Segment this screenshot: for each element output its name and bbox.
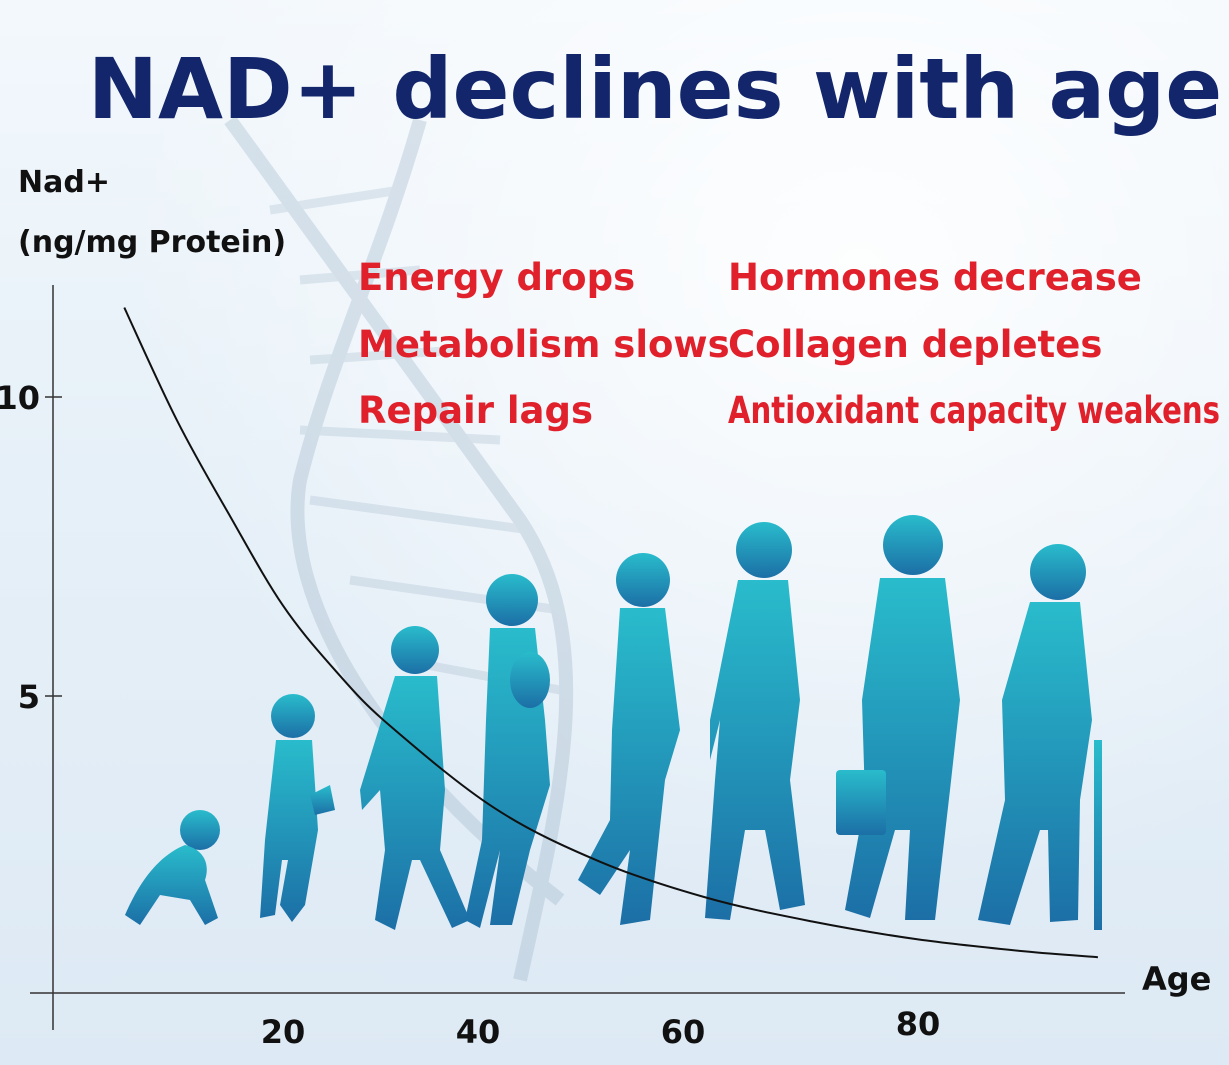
x-tick-label-60: 60 <box>661 1013 706 1051</box>
y-axis-label-line1: Nad+ <box>18 165 110 200</box>
annotations-left: Energy drops Metabolism slows Repair lag… <box>358 256 730 432</box>
annotation-collagen-depletes: Collagen depletes <box>728 323 1102 366</box>
x-axis-label: Age <box>1142 960 1211 998</box>
annotations-right: Hormones decrease Collagen depletes Anti… <box>728 256 1220 432</box>
annotation-hormones-decrease: Hormones decrease <box>728 256 1142 299</box>
annotation-energy-drops: Energy drops <box>358 256 635 299</box>
y-tick-label-5: 5 <box>18 678 40 716</box>
annotation-antioxidant-capacity: Antioxidant capacity weakens <box>728 389 1220 432</box>
baby-crawling-figure <box>125 810 220 925</box>
middle-aged-figure <box>705 522 805 920</box>
teen-figure <box>465 574 550 928</box>
x-tick-label-80: 80 <box>896 1005 941 1043</box>
life-stage-figures <box>125 515 1102 930</box>
annotation-metabolism-slows: Metabolism slows <box>358 323 730 366</box>
annotation-repair-lags: Repair lags <box>358 389 593 432</box>
chart-title: NAD+ declines with age <box>88 40 1223 138</box>
nad-decline-curve <box>123 307 1098 959</box>
elderly-with-cane-figure <box>978 544 1102 930</box>
x-tick-label-20: 20 <box>261 1013 306 1051</box>
older-adult-figure <box>836 515 960 920</box>
x-tick-label-40: 40 <box>456 1013 501 1051</box>
child-figure <box>360 626 470 930</box>
x-axis: 20 40 60 80 Age <box>30 960 1211 1051</box>
toddler-figure <box>260 694 335 922</box>
y-axis: 10 5 <box>0 285 62 1030</box>
y-axis-label-line2: (ng/mg Protein) <box>18 225 286 260</box>
adult-figure <box>578 553 680 925</box>
y-tick-label-10: 10 <box>0 379 40 417</box>
